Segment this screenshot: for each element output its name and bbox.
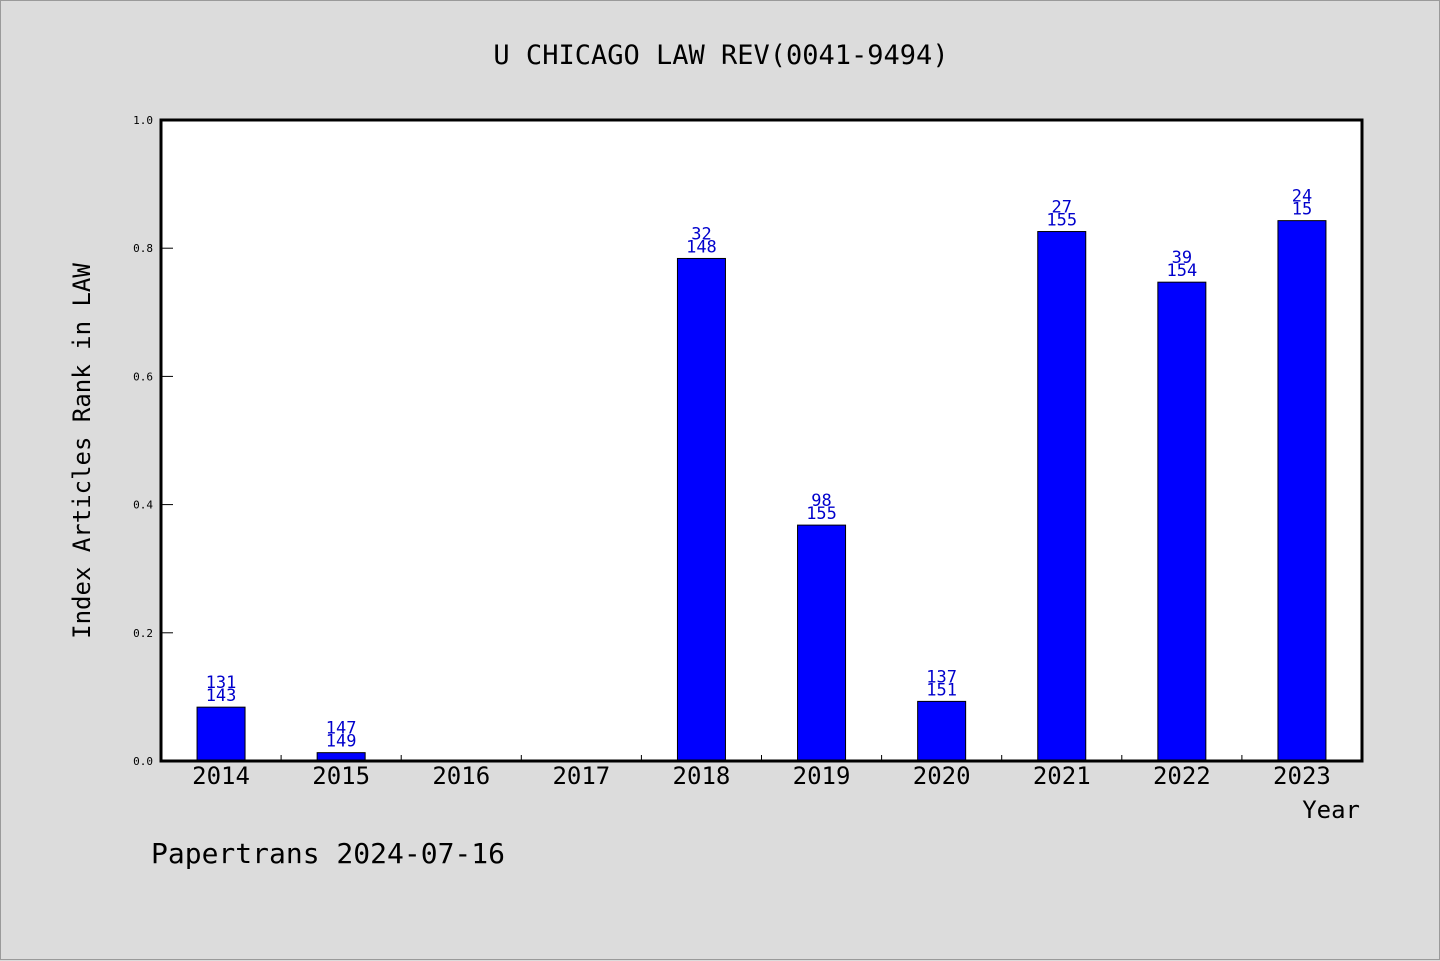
bar — [1037, 231, 1087, 762]
bar — [196, 706, 246, 762]
x-axis-label: Year — [1302, 796, 1360, 824]
data-label-top: 39 — [1172, 248, 1192, 268]
y-tick-label: 0.8 — [133, 242, 153, 255]
data-label-bottom: 149 — [326, 732, 357, 752]
y-tick-label: 1.0 — [133, 114, 153, 127]
x-tick-label: 2020 — [913, 762, 971, 790]
x-tick-label: 2023 — [1273, 762, 1331, 790]
data-label-bottom: 155 — [1046, 211, 1077, 231]
plot-border — [159, 118, 1364, 763]
bar — [1157, 281, 1207, 762]
bars-group: 1311431471493214898155137151271553915424… — [196, 187, 1327, 762]
data-label-top: 24 — [1292, 187, 1312, 207]
x-tick-label: 2014 — [192, 762, 250, 790]
x-tick-label: 2022 — [1153, 762, 1211, 790]
data-label-bottom: 148 — [686, 237, 717, 257]
bar — [917, 700, 967, 762]
x-tick-label: 2019 — [793, 762, 851, 790]
bar — [676, 257, 726, 762]
data-label-bottom: 154 — [1166, 261, 1197, 281]
data-label-top: 131 — [206, 673, 237, 693]
y-tick-label: 0.6 — [133, 370, 153, 383]
y-tick-label: 0.2 — [133, 627, 153, 640]
data-label-top: 32 — [691, 224, 711, 244]
chart-title: U CHICAGO LAW REV(0041-9494) — [493, 40, 948, 71]
data-label-top: 137 — [926, 667, 957, 687]
data-label-bottom: 15 — [1292, 200, 1312, 220]
bar — [1277, 220, 1327, 762]
x-tick-label: 2018 — [673, 762, 731, 790]
data-label-bottom: 143 — [206, 686, 237, 706]
x-axis: 2014 2015 2016 2017 2018 2019 2020 2021 2022 2023 — [192, 755, 1331, 790]
x-tick-label: 2015 — [312, 762, 370, 790]
y-tick-label: 0.4 — [133, 499, 153, 512]
data-label-top: 147 — [326, 719, 357, 739]
x-tick-label: 2016 — [432, 762, 490, 790]
y-tick-label: 0.0 — [133, 755, 153, 768]
data-label-bottom: 151 — [926, 680, 957, 700]
data-label-top: 27 — [1052, 198, 1072, 218]
footer-text: Papertrans 2024-07-16 — [151, 837, 505, 870]
x-tick-label: 2021 — [1033, 762, 1091, 790]
x-tick-label: 2017 — [552, 762, 610, 790]
data-label-bottom: 155 — [806, 504, 837, 524]
y-axis: 0.0 0.2 0.4 0.6 0.8 1.0 — [133, 114, 173, 768]
data-label-top: 98 — [811, 491, 831, 511]
y-axis-label: Index Articles Rank in LAW — [68, 263, 96, 639]
bar — [797, 524, 847, 762]
